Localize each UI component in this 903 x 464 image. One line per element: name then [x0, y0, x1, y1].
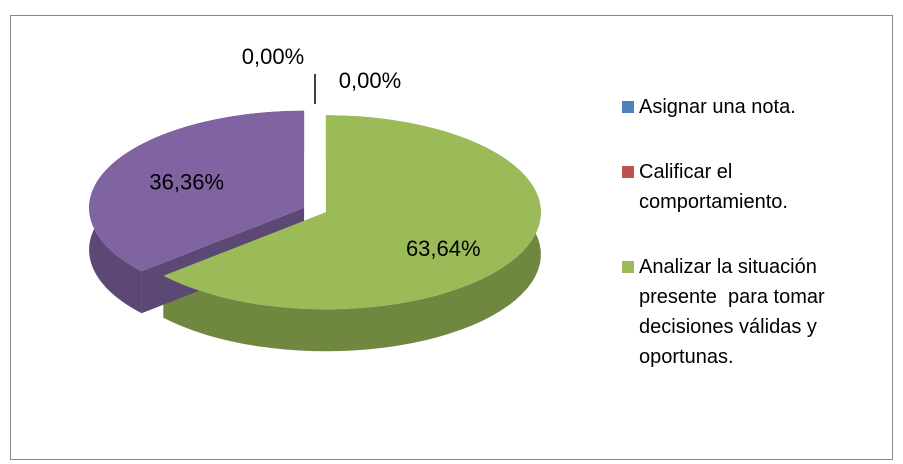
legend-swatch [622, 101, 634, 113]
legend-item: Calificar el comportamiento. [622, 157, 882, 217]
legend-item: Asignar una nota. [622, 92, 882, 122]
slice [89, 110, 305, 272]
slice [163, 115, 541, 310]
legend-label: Calificar el comportamiento. [639, 161, 788, 213]
legend-swatch [622, 261, 634, 273]
slice-side [163, 115, 541, 352]
legend-swatch [622, 166, 634, 178]
legend-label: Analizar la situación presente para toma… [639, 256, 831, 368]
data-label: 36,36% [149, 169, 224, 194]
legend-item: Analizar la situación presente para toma… [622, 252, 882, 372]
legend-label: Asignar una nota. [639, 96, 796, 118]
data-label: 0,00% [339, 68, 401, 93]
data-label: 63,64% [406, 236, 481, 261]
legend: Asignar una nota. Calificar el comportami… [622, 92, 882, 372]
data-label: 0,00% [242, 44, 304, 69]
